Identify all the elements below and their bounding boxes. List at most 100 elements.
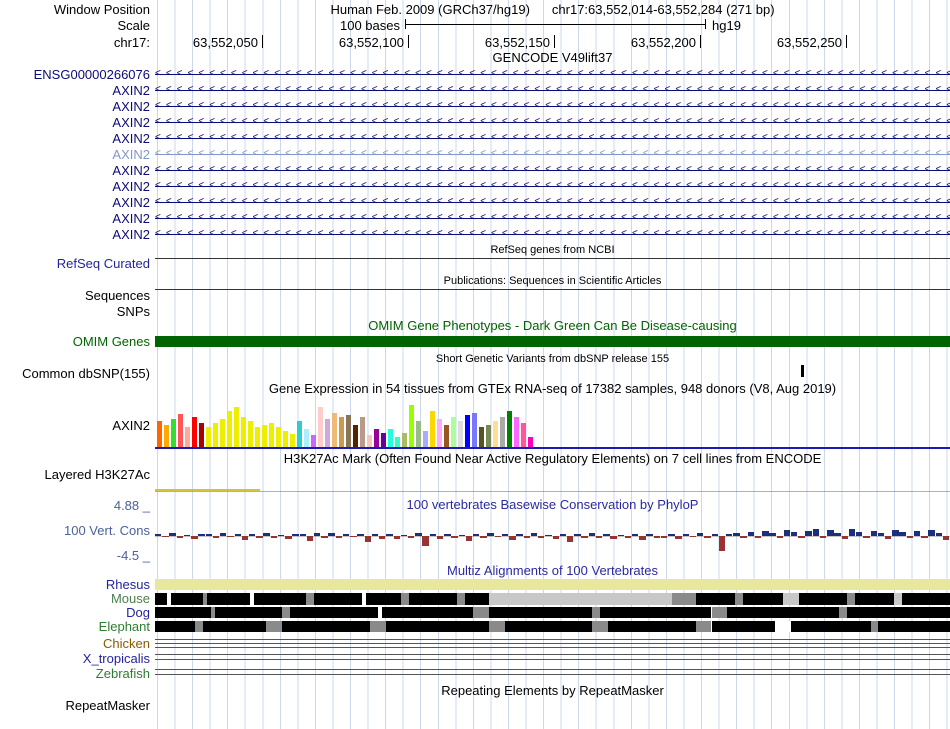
gencode-track-title[interactable]: GENCODE V49lift37 [492,50,613,65]
assembly-date-text: Human Feb. 2009 (GRCh37/hg19) [330,2,530,17]
gtex-tissue-bar [297,421,302,447]
gtex-tissue-bar [395,437,400,447]
publications-track-title[interactable]: Publications: Sequences in Scientific Ar… [443,275,662,287]
gene-model-row[interactable]: <<<<<<<<<<<<<<<<<<<<<<<<<<<<<<<<<<<<<<<<… [155,82,950,98]
phylop-bar [754,536,762,539]
common-dbsnp-label[interactable]: Common dbSNP(155) [22,366,150,381]
gene-label[interactable]: AXIN2 [112,163,150,178]
gene-model-row[interactable]: <<<<<<<<<<<<<<<<<<<<<<<<<<<<<<<<<<<<<<<<… [155,66,950,82]
gene-model-row[interactable]: <<<<<<<<<<<<<<<<<<<<<<<<<<<<<<<<<<<<<<<<… [155,210,950,226]
alignment-segment [473,607,489,618]
repeatmasker-label[interactable]: RepeatMasker [65,698,150,713]
h3k27ac-track-title[interactable]: H3K27Ac Mark (Often Found Near Active Re… [283,451,822,466]
species-label[interactable]: Dog [126,605,150,620]
phylop-bar [870,530,877,536]
gene-model-row[interactable]: <<<<<<<<<<<<<<<<<<<<<<<<<<<<<<<<<<<<<<<<… [155,194,950,210]
multiz-track-title[interactable]: Multiz Alignments of 100 Vertebrates [446,563,658,578]
gene-model-row[interactable]: <<<<<<<<<<<<<<<<<<<<<<<<<<<<<<<<<<<<<<<<… [155,178,950,194]
gtex-tissue-bar [444,425,449,447]
phylop-bar [632,534,639,536]
phylop-bar [155,534,162,536]
alignment-segment [846,593,855,605]
phylop-bar [393,536,400,540]
phylop-bar [400,534,408,536]
alignment-segment [314,593,362,605]
omim-track-title[interactable]: OMIM Gene Phenotypes - Dark Green Can Be… [368,318,737,333]
phylop-track-label[interactable]: 100 Vert. Cons [64,523,150,538]
scale-bar-left-tick [405,19,406,29]
gene-model-row[interactable]: <<<<<<<<<<<<<<<<<<<<<<<<<<<<<<<<<<<<<<<<… [155,114,950,130]
phylop-bar [711,534,718,536]
refseq-track-title[interactable]: RefSeq genes from NCBI [490,244,615,256]
gene-model-row[interactable]: <<<<<<<<<<<<<<<<<<<<<<<<<<<<<<<<<<<<<<<<… [155,130,950,146]
phylop-track-title[interactable]: 100 vertebrates Basewise Conservation by… [406,497,699,512]
phylop-bar [530,532,538,536]
sequences-dense-line [155,289,950,290]
snps-label[interactable]: SNPs [116,304,150,319]
gtex-baseline [155,447,950,449]
species-label[interactable]: Mouse [110,591,150,606]
gene-label[interactable]: AXIN2 [112,147,150,162]
gtex-tissue-bar [276,427,281,447]
h3k27ac-signal-segment [155,489,260,491]
gtex-tissue-bar [213,423,218,447]
gtex-tissue-bar [332,413,337,447]
gene-model-row[interactable]: <<<<<<<<<<<<<<<<<<<<<<<<<<<<<<<<<<<<<<<<… [155,162,950,178]
scale-bar [405,24,705,25]
gene-label[interactable]: AXIN2 [112,131,150,146]
gene-label[interactable]: AXIN2 [112,99,150,114]
phylop-bar [653,536,661,538]
phylop-bar [603,533,610,536]
gene-label[interactable]: AXIN2 [112,211,150,226]
gene-label[interactable]: AXIN2 [112,83,150,98]
phylop-bar [227,536,234,538]
alignment-segment [210,607,215,618]
gtex-track-title[interactable]: Gene Expression in 54 tissues from GTEx … [268,381,837,396]
gene-model-row[interactable]: <<<<<<<<<<<<<<<<<<<<<<<<<<<<<<<<<<<<<<<<… [155,98,950,114]
species-label[interactable]: Elephant [98,619,150,634]
gene-label[interactable]: ENSG00000266076 [33,67,150,82]
phylop-bar [501,533,509,536]
alignment-segment [365,593,402,605]
alignment-line [155,647,950,648]
alignment-segment [401,593,410,605]
alignment-segment [290,607,378,618]
refseq-curated-label[interactable]: RefSeq Curated [56,256,150,271]
phylop-bar [704,536,711,539]
gtex-tissue-bar [220,419,225,447]
omim-genes-bar [155,336,950,347]
species-label[interactable]: Rhesus [105,577,150,592]
sequences-label[interactable]: Sequences [84,288,150,303]
alignment-segment [282,607,291,618]
gene-label[interactable]: AXIN2 [112,115,150,130]
alignment-line [155,659,950,660]
layered-h3k27ac-label[interactable]: Layered H3K27Ac [44,467,150,482]
gtex-tissue-bar [514,417,519,447]
species-label[interactable]: Zebrafish [95,666,150,681]
phylop-bar [718,536,726,551]
alignment-segment [202,593,207,605]
gtex-tissue-bar [318,407,323,447]
gtex-tissue-bar [206,427,211,447]
species-label[interactable]: Chicken [103,636,150,651]
gtex-gene-label[interactable]: AXIN2 [112,418,150,433]
species-label[interactable]: X_tropicalis [82,651,150,666]
phylop-bar [581,536,588,539]
phylop-bar [364,536,371,543]
phylop-bar [379,536,386,539]
alignment-segment [783,593,799,605]
gene-label[interactable]: AXIN2 [112,227,150,242]
gene-model-row[interactable]: <<<<<<<<<<<<<<<<<<<<<<<<<<<<<<<<<<<<<<<<… [155,226,950,242]
gtex-tissue-bar [241,417,246,447]
gene-model-row[interactable]: <<<<<<<<<<<<<<<<<<<<<<<<<<<<<<<<<<<<<<<<… [155,146,950,162]
dbsnp-track-title[interactable]: Short Genetic Variants from dbSNP releas… [435,353,670,365]
repeatmasker-track-title[interactable]: Repeating Elements by RepeatMasker [441,683,664,698]
omim-genes-label[interactable]: OMIM Genes [72,334,150,349]
gene-label[interactable]: AXIN2 [112,195,150,210]
phylop-bar [624,536,632,539]
gtex-tissue-bar [472,413,477,447]
phylop-bar [675,536,682,539]
phylop-bar [783,529,791,536]
gene-label[interactable]: AXIN2 [112,179,150,194]
